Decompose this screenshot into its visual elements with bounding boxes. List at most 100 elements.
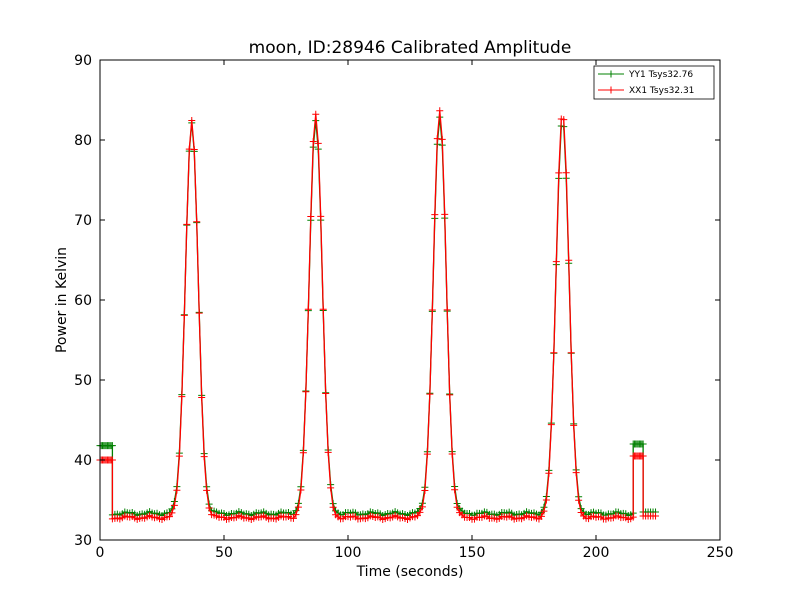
data-point bbox=[426, 390, 434, 398]
y-tick-label: 60 bbox=[74, 293, 92, 309]
legend: YY1 Tsys32.76 XX1 Tsys32.31 bbox=[593, 65, 715, 100]
legend-label-xx1: XX1 Tsys32.31 bbox=[629, 86, 694, 96]
data-point bbox=[183, 220, 191, 228]
data-point bbox=[108, 442, 116, 450]
data-point bbox=[297, 486, 305, 494]
data-point bbox=[570, 421, 578, 429]
data-point bbox=[438, 135, 446, 143]
data-point bbox=[322, 390, 330, 398]
data-point bbox=[577, 508, 585, 516]
data-point bbox=[165, 513, 173, 521]
data-point bbox=[451, 486, 459, 494]
data-point bbox=[190, 145, 198, 153]
data-point bbox=[562, 169, 570, 177]
legend-marker bbox=[607, 70, 615, 78]
data-point bbox=[652, 512, 660, 520]
y-axis-label: Power in Kelvin bbox=[54, 247, 70, 353]
data-point bbox=[108, 456, 116, 464]
data-point bbox=[168, 509, 176, 517]
data-point bbox=[560, 116, 568, 124]
data-point bbox=[188, 116, 196, 124]
x-tick-label: 250 bbox=[707, 545, 734, 561]
data-point bbox=[195, 309, 203, 317]
x-axis: 0 50 100 150 200 250 bbox=[96, 60, 734, 561]
x-tick-label: 50 bbox=[215, 545, 233, 561]
data-point bbox=[443, 306, 451, 314]
data-point bbox=[312, 110, 320, 118]
data-point bbox=[292, 511, 300, 519]
y-tick-label: 70 bbox=[74, 213, 92, 229]
data-point bbox=[324, 448, 332, 456]
data-point bbox=[309, 137, 317, 145]
data-point bbox=[639, 440, 647, 448]
data-point bbox=[446, 391, 454, 399]
data-point bbox=[545, 469, 553, 477]
data-point bbox=[173, 486, 181, 494]
data-point bbox=[289, 514, 297, 522]
data-point bbox=[200, 453, 208, 461]
data-point bbox=[317, 212, 325, 220]
series-1 bbox=[96, 107, 660, 524]
data-point bbox=[416, 508, 424, 516]
data-point bbox=[550, 349, 558, 357]
data-point bbox=[441, 210, 449, 218]
data-point bbox=[193, 218, 201, 226]
data-point bbox=[418, 503, 426, 511]
legend-label-yy1: YY1 Tsys32.76 bbox=[628, 70, 693, 80]
data-point bbox=[542, 496, 550, 504]
data-point bbox=[436, 107, 444, 115]
data-point bbox=[629, 513, 637, 521]
y-tick-label: 40 bbox=[74, 453, 92, 469]
legend-entry-xx1: XX1 Tsys32.31 bbox=[598, 86, 694, 96]
y-tick-label: 30 bbox=[74, 533, 92, 549]
legend-entry-yy1: YY1 Tsys32.76 bbox=[598, 70, 693, 80]
data-point bbox=[572, 469, 580, 477]
data-point bbox=[565, 256, 573, 264]
data-point bbox=[319, 305, 327, 313]
y-tick-label: 80 bbox=[74, 133, 92, 149]
data-point bbox=[547, 421, 555, 429]
data-point bbox=[567, 349, 575, 357]
legend-marker bbox=[607, 86, 615, 94]
data-point bbox=[329, 503, 337, 511]
x-tick-label: 0 bbox=[96, 545, 105, 561]
data-point bbox=[421, 487, 429, 495]
data-point bbox=[299, 449, 307, 457]
x-tick-label: 150 bbox=[459, 545, 486, 561]
data-point bbox=[428, 306, 436, 314]
legend-box bbox=[593, 65, 715, 100]
x-axis-label: Time (seconds) bbox=[356, 564, 464, 580]
data-point bbox=[198, 393, 206, 401]
data-point bbox=[327, 484, 335, 492]
plot-area bbox=[96, 107, 660, 524]
data-point bbox=[453, 503, 461, 511]
chart-title: moon, ID:28946 Calibrated Amplitude bbox=[249, 38, 572, 58]
data-point bbox=[448, 450, 456, 458]
data-point bbox=[537, 512, 545, 520]
data-point bbox=[178, 393, 186, 401]
data-point bbox=[175, 452, 183, 460]
x-tick-label: 100 bbox=[335, 545, 362, 561]
data-point bbox=[575, 496, 583, 504]
data-point bbox=[433, 135, 441, 143]
data-point bbox=[307, 212, 315, 220]
data-point bbox=[205, 504, 213, 512]
data-point bbox=[302, 388, 310, 396]
y-tick-label: 50 bbox=[74, 373, 92, 389]
data-point bbox=[314, 139, 322, 147]
y-axis: 30 40 50 60 70 80 90 bbox=[74, 53, 720, 549]
x-tick-label: 200 bbox=[583, 545, 610, 561]
data-point bbox=[294, 503, 302, 511]
data-point bbox=[304, 305, 312, 313]
data-point bbox=[180, 311, 188, 319]
data-point bbox=[431, 211, 439, 219]
data-point bbox=[423, 450, 431, 458]
y-tick-label: 90 bbox=[74, 53, 92, 69]
data-point bbox=[170, 501, 178, 509]
data-point bbox=[552, 258, 560, 266]
data-point bbox=[203, 486, 211, 494]
data-point bbox=[555, 169, 563, 177]
data-point bbox=[540, 507, 548, 515]
